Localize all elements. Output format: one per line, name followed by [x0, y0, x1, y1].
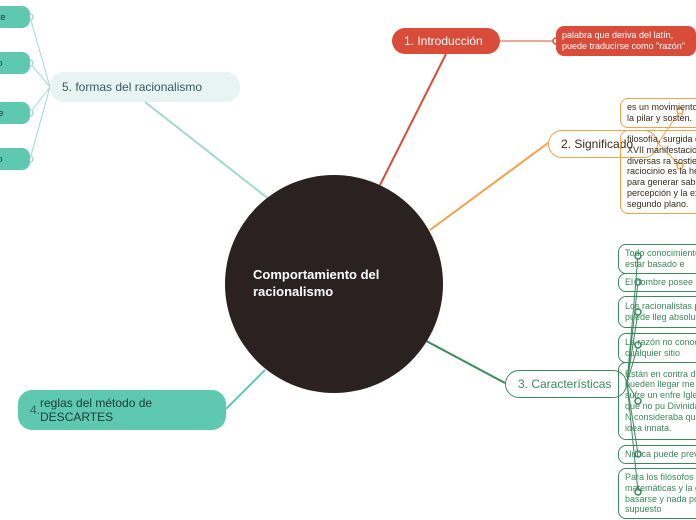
- branch-caracteristicas[interactable]: 3. Características: [505, 370, 627, 398]
- branch-significado-child-0[interactable]: es un movimiento que tiene a la pilar y …: [620, 98, 696, 128]
- branch-formas[interactable]: 5. formas del racionalismo: [50, 72, 240, 102]
- branch-reglas[interactable]: 4. reglas del método de DESCARTES: [18, 390, 226, 430]
- branch-caracteristicas-child-0-label: Todo conocimiento debe estar basado e: [625, 248, 696, 270]
- branch-intro-child-0-label: palabra que deriva del latín, puede trad…: [562, 30, 690, 52]
- branch-formas-child-2-label: ente: [0, 108, 4, 119]
- branch-caracteristicas-child-5-label: Nunca puede prevale: [625, 449, 696, 460]
- branch-formas-child-0[interactable]: lente: [0, 6, 30, 28]
- branch-caracteristicas-child-4-label: Están en contra de t se pueden llegar me…: [625, 369, 696, 434]
- branch-intro-label: 1. Introducción: [404, 34, 483, 48]
- branch-caracteristicas-child-1-label: El hombre posee ide: [625, 277, 696, 288]
- center-node[interactable]: Comportamiento del racionalismo: [225, 175, 443, 393]
- branch-intro-child-0[interactable]: palabra que deriva del latín, puede trad…: [556, 26, 696, 56]
- branch-formas-child-2[interactable]: ente: [0, 102, 30, 124]
- branch-significado-child-1-label: filosofía, surgida en el siglo XVII mani…: [627, 134, 696, 210]
- branch-caracteristicas-child-6[interactable]: Para los filósofos r matemáticas y la g …: [618, 468, 696, 519]
- branch-formas-child-3[interactable]: gico: [0, 148, 30, 170]
- branch-caracteristicas-label: 3. Características: [518, 377, 611, 391]
- branch-caracteristicas-child-1[interactable]: El hombre posee ide: [618, 273, 696, 292]
- branch-caracteristicas-child-0[interactable]: Todo conocimiento debe estar basado e: [618, 244, 696, 274]
- branch-caracteristicas-child-6-label: Para los filósofos r matemáticas y la g …: [625, 472, 696, 515]
- branch-intro[interactable]: 1. Introducción: [392, 28, 500, 54]
- branch-formas-label: 5. formas del racionalismo: [62, 80, 202, 94]
- branch-caracteristicas-child-4[interactable]: Están en contra de t se pueden llegar me…: [618, 362, 696, 440]
- branch-significado-child-1[interactable]: filosofía, surgida en el siglo XVII mani…: [620, 130, 696, 214]
- branch-formas-child-1-label: gico: [0, 58, 3, 69]
- branch-caracteristicas-child-3[interactable]: La razón no conoce hasta cualquier sitio: [618, 333, 696, 363]
- branch-caracteristicas-child-2[interactable]: Los racionalistas pi razón se puede lleg…: [618, 296, 696, 328]
- branch-formas-child-1[interactable]: gico: [0, 52, 30, 74]
- branch-significado-child-0-label: es un movimiento que tiene a la pilar y …: [627, 102, 696, 124]
- branch-formas-child-0-label: lente: [0, 12, 6, 23]
- center-label: Comportamiento del racionalismo: [253, 267, 379, 301]
- branch-caracteristicas-child-3-label: La razón no conoce hasta cualquier sitio: [625, 337, 696, 359]
- branch-caracteristicas-child-5[interactable]: Nunca puede prevale: [618, 445, 696, 464]
- branch-formas-child-3-label: gico: [0, 154, 3, 165]
- branch-caracteristicas-child-2-label: Los racionalistas pi razón se puede lleg…: [625, 301, 696, 323]
- branch-reglas-label: reglas del método de DESCARTES: [40, 396, 214, 424]
